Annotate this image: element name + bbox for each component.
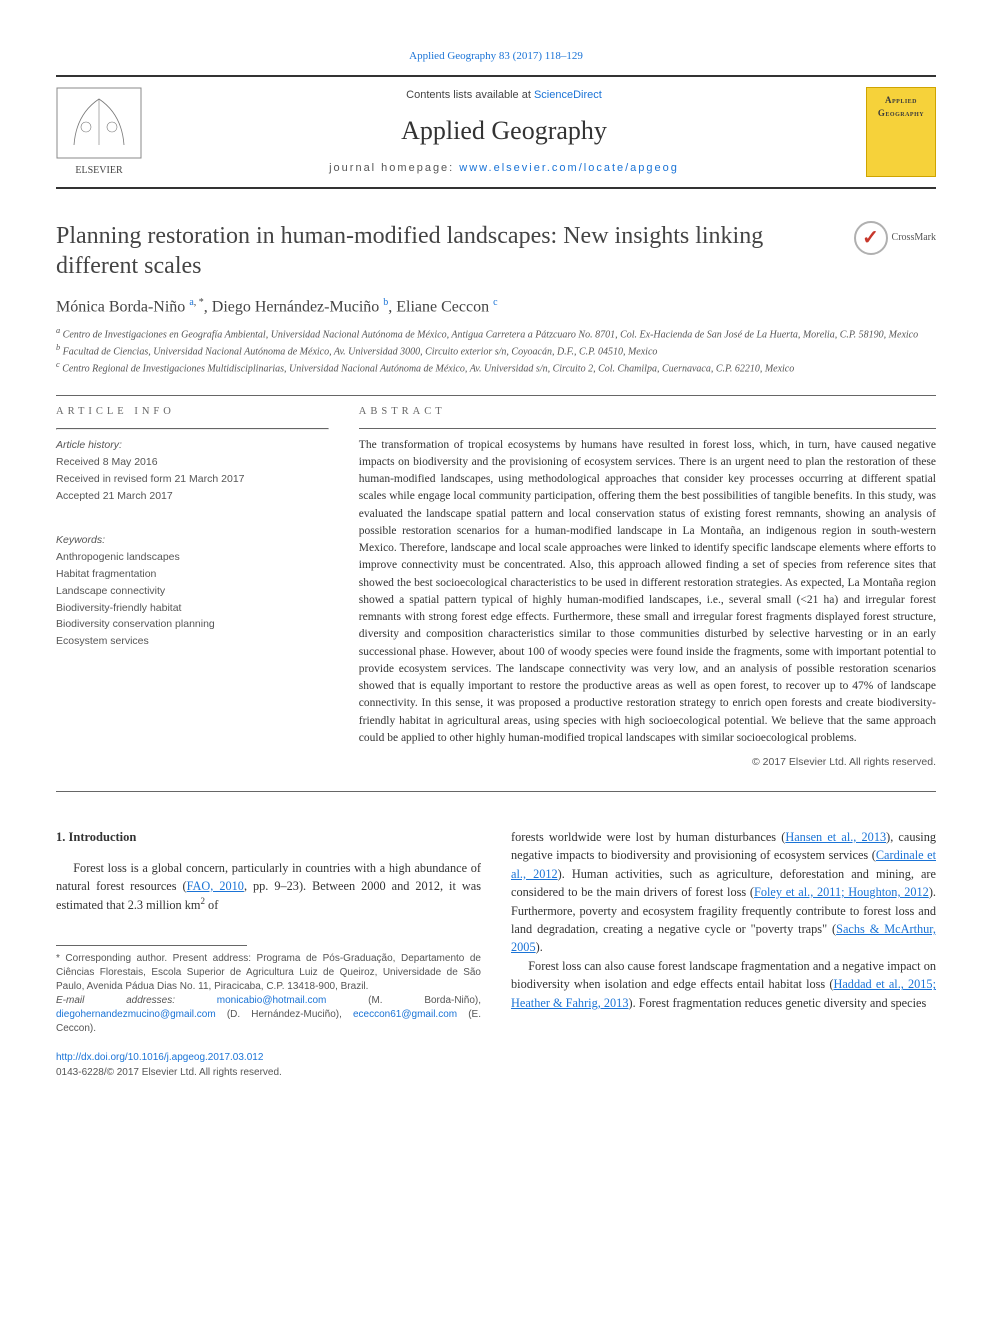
intro-para-1-left: Forest loss is a global concern, particu… [56,859,481,915]
body-column-left: 1. Introduction Forest loss is a global … [56,828,481,1080]
rule-below-meta [56,791,936,792]
affiliation-line: c Centro Regional de Investigaciones Mul… [56,359,936,376]
history-item: Received in revised form 21 March 2017 [56,472,329,488]
journal-homepage-link[interactable]: www.elsevier.com/locate/apgeog [459,162,679,174]
footnote-separator [56,945,247,946]
copyright-line: © 2017 Elsevier Ltd. All rights reserved… [359,755,936,771]
journal-cover-thumbnail: Applied Geography [866,87,936,177]
issn-copyright-line: 0143-6228/© 2017 Elsevier Ltd. All right… [56,1067,282,1078]
history-items: Received 8 May 2016Received in revised f… [56,455,329,504]
abstract-column: ABSTRACT The transformation of tropical … [359,404,936,771]
email-owner-2: (D. Hernández-Muciño), [216,1009,353,1020]
paper-page: Applied Geography 83 (2017) 118–129 ELSE… [0,0,992,1128]
publisher-logo: ELSEVIER [56,87,142,177]
rule-under-abstract-heading [359,428,936,429]
meta-row: ARTICLE INFO Article history: Received 8… [56,404,936,771]
title-block: Planning restoration in human-modified l… [56,221,936,281]
contents-line: Contents lists available at ScienceDirec… [156,87,852,104]
emails-label: E-mail addresses: [56,995,217,1006]
keyword-item: Biodiversity conservation planning [56,617,329,633]
section-heading-introduction: 1. Introduction [56,828,481,847]
abstract-text: The transformation of tropical ecosystem… [359,437,936,748]
keywords-heading: Keywords: [56,533,329,549]
article-info-heading: ARTICLE INFO [56,404,329,420]
header-center: Contents lists available at ScienceDirec… [156,87,852,177]
abstract-heading: ABSTRACT [359,404,936,420]
email-owner-1: (M. Borda-Niño), [326,995,481,1006]
doi-block: http://dx.doi.org/10.1016/j.apgeog.2017.… [56,1050,481,1080]
email-link-2[interactable]: diegohernandezmucino@gmail.com [56,1009,216,1020]
intro-para-2-right: Forest loss can also cause forest landsc… [511,957,936,1012]
history-heading: Article history: [56,438,329,454]
keyword-item: Landscape connectivity [56,584,329,600]
journal-name: Applied Geography [156,111,852,150]
history-item: Received 8 May 2016 [56,455,329,471]
keyword-item: Anthropogenic landscapes [56,550,329,566]
intro-para-1-right: forests worldwide were lost by human dis… [511,828,936,957]
cover-word-2: Geography [878,107,924,121]
corresponding-author-note: * Corresponding author. Present address:… [56,952,481,994]
ref-fao-2010[interactable]: FAO, 2010 [187,879,244,893]
publisher-name: ELSEVIER [75,165,123,176]
keywords-items: Anthropogenic landscapesHabitat fragment… [56,550,329,650]
citation-link[interactable]: Applied Geography 83 (2017) 118–129 [409,50,583,62]
affiliations-block: a Centro de Investigaciones en Geografía… [56,325,936,377]
email-addresses-note: E-mail addresses: monicabio@hotmail.com … [56,994,481,1036]
text-span: ). Forest fragmentation reduces genetic … [628,996,926,1010]
email-link-1[interactable]: monicabio@hotmail.com [217,995,327,1006]
paper-title: Planning restoration in human-modified l… [56,221,840,281]
history-item: Accepted 21 March 2017 [56,489,329,505]
keyword-item: Habitat fragmentation [56,567,329,583]
rule-above-meta [56,395,936,396]
text-span: of [205,899,218,913]
sciencedirect-link[interactable]: ScienceDirect [534,89,602,101]
text-span: forests worldwide were lost by human dis… [511,830,785,844]
authors-line: Mónica Borda-Niño a, *, Diego Hernández-… [56,295,936,319]
article-info-column: ARTICLE INFO Article history: Received 8… [56,404,329,771]
doi-link[interactable]: http://dx.doi.org/10.1016/j.apgeog.2017.… [56,1052,263,1063]
ref-foley-houghton[interactable]: Foley et al., 2011; Houghton, 2012 [754,885,929,899]
email-link-3[interactable]: ececcon61@gmail.com [353,1009,457,1020]
journal-homepage-line: journal homepage: www.elsevier.com/locat… [156,160,852,177]
running-head-citation: Applied Geography 83 (2017) 118–129 [56,48,936,65]
homepage-prefix: journal homepage: [329,162,459,174]
body-two-column: 1. Introduction Forest loss is a global … [56,828,936,1080]
journal-header-band: ELSEVIER Contents lists available at Sci… [56,75,936,189]
keyword-item: Biodiversity-friendly habitat [56,601,329,617]
rule-under-article-info-heading [56,428,329,430]
cover-word-1: Applied [885,94,917,108]
ref-hansen-2013[interactable]: Hansen et al., 2013 [785,830,886,844]
keyword-item: Ecosystem services [56,634,329,650]
crossmark-label: CrossMark [892,230,936,245]
text-span: ). [536,940,543,954]
crossmark-widget[interactable]: ✓ CrossMark [854,221,936,255]
contents-line-prefix: Contents lists available at [406,89,534,101]
affiliation-line: b Facultad de Ciencias, Universidad Naci… [56,342,936,359]
footnotes-block: * Corresponding author. Present address:… [56,952,481,1036]
body-column-right: forests worldwide were lost by human dis… [511,828,936,1080]
affiliation-line: a Centro de Investigaciones en Geografía… [56,325,936,342]
crossmark-icon: ✓ [854,221,888,255]
